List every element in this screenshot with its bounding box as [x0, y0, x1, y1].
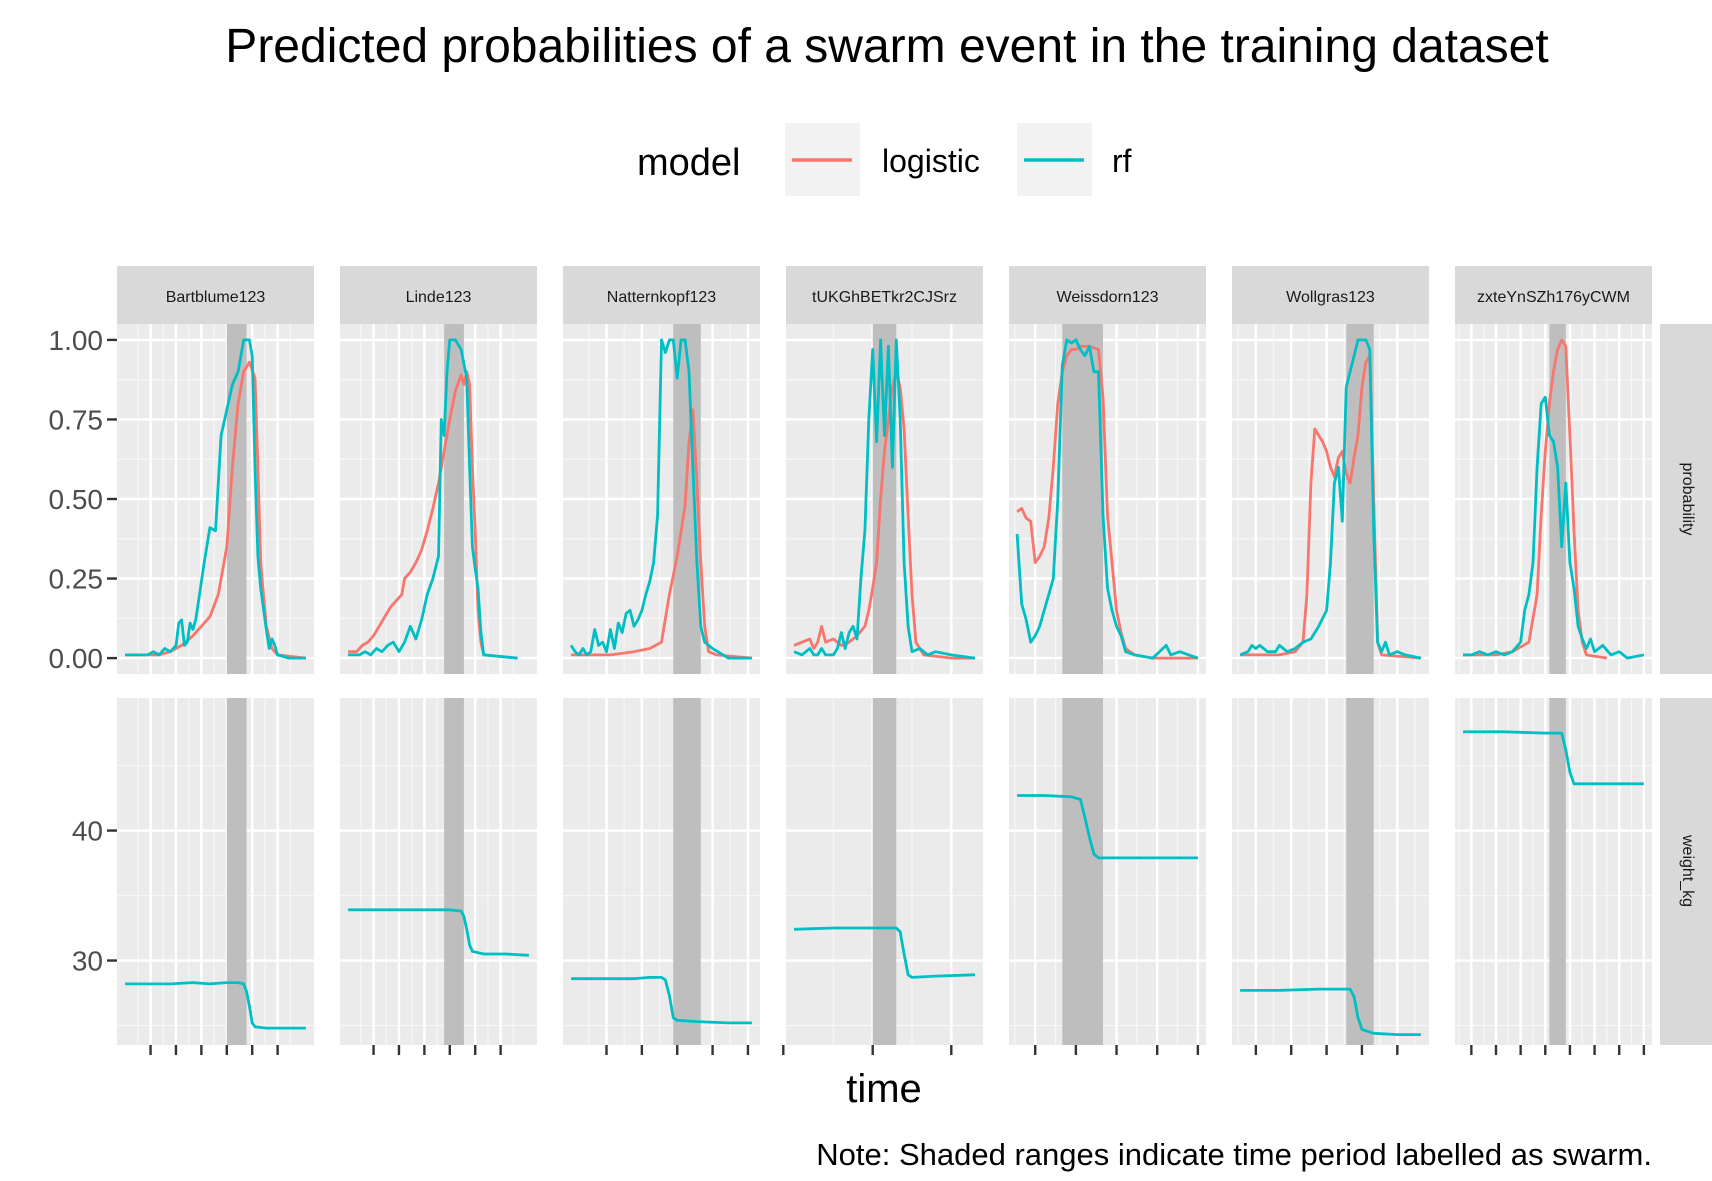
row-strip-weight: weight_kg — [1679, 834, 1696, 907]
series-rf-line — [569, 338, 752, 660]
series-weight-line — [1463, 730, 1644, 786]
swarm-shade — [872, 698, 897, 1045]
series-weight-line — [571, 976, 752, 1025]
swarm-shade — [673, 698, 701, 1045]
series-logistic-line — [793, 370, 975, 660]
y-tick-label: 0.50 — [49, 484, 104, 515]
legend-title: model — [637, 142, 741, 184]
swarm-shade — [1062, 324, 1103, 674]
swarm-shade — [444, 698, 464, 1045]
series-rf-line — [1463, 395, 1645, 660]
strip-bg — [117, 266, 314, 324]
swarm-shade — [673, 324, 701, 674]
panel-weissdorn123: Weissdorn123 — [1009, 266, 1206, 1055]
strip-label-wollgras123: Wollgras123 — [1286, 289, 1375, 306]
series-weight-line — [794, 926, 975, 979]
series-logistic-line — [348, 370, 518, 660]
series-rf-line — [1015, 338, 1199, 660]
y-tick-label: 0.00 — [49, 643, 104, 674]
swarm-shade — [872, 324, 897, 674]
row-strips: probability weight_kg — [1660, 324, 1712, 1045]
strip-bg — [340, 266, 537, 324]
panel-linde123: Linde123 — [340, 266, 537, 1055]
series-rf-line — [125, 338, 306, 660]
panel-natternkopf123: Natternkopf123 — [563, 266, 785, 1055]
panel-bartblume123: Bartblume123 — [117, 266, 314, 1055]
panels: Bartblume123 Linde123 Natternkopf123 tUKGhB… — [117, 266, 1652, 1055]
strip-bg — [1009, 266, 1206, 324]
caption: Note: Shaded ranges indicate time period… — [816, 1137, 1652, 1172]
swarm-shade — [226, 698, 247, 1045]
panel-wollgras123: Wollgras123 — [1232, 266, 1429, 1055]
y-axis-weight: 30 40 — [72, 816, 117, 977]
series-weight-line — [1240, 987, 1421, 1036]
series-weight-line — [1017, 794, 1198, 860]
row-strip-weight-bg — [1660, 698, 1712, 1045]
strip-label-natternkopf123: Natternkopf123 — [607, 289, 717, 306]
y-tick-label: 40 — [72, 816, 103, 847]
swarm-shade — [444, 324, 464, 674]
x-axis-label: time — [846, 1067, 922, 1111]
series-logistic-line — [571, 408, 753, 660]
series-rf-line — [348, 338, 518, 660]
strip-label-bartblume123: Bartblume123 — [166, 289, 266, 306]
row-strip-probability-bg — [1660, 324, 1712, 674]
panel-bg-weight_kg — [117, 698, 314, 1045]
strip-bg — [1232, 266, 1429, 324]
series-weight-line — [348, 908, 529, 957]
series-logistic-line — [1016, 344, 1198, 660]
panel-bg-weight_kg — [1009, 698, 1206, 1045]
legend-label-rf: rf — [1112, 143, 1132, 179]
panel-bg-weight_kg — [340, 698, 537, 1045]
panel-zxteynszh176ycwm: zxteYnSZh176yCWM — [1455, 266, 1652, 1055]
chart-title: Predicted probabilities of a swarm event… — [225, 20, 1548, 73]
series-logistic-line — [1463, 338, 1608, 660]
swarm-shade — [1549, 324, 1566, 674]
strip-label-tukghbetkr2cjsrz: tUKGhBETkr2CJSrz — [812, 289, 957, 306]
legend-label-logistic: logistic — [882, 143, 980, 179]
panel-bg-weight_kg — [563, 698, 760, 1045]
y-tick-label: 1.00 — [49, 325, 104, 356]
y-tick-label: 0.25 — [49, 564, 104, 595]
strip-bg — [563, 266, 760, 324]
swarm-shade — [226, 324, 247, 674]
y-axis-probability: 0.00 0.25 0.50 0.75 1.00 — [49, 325, 117, 674]
series-rf-line — [1239, 338, 1422, 660]
swarm-shade — [1549, 698, 1566, 1045]
legend: model logistic rf — [637, 123, 1132, 196]
y-tick-label: 30 — [72, 946, 103, 977]
strip-label-linde123: Linde123 — [406, 289, 472, 306]
swarm-shade — [1062, 698, 1103, 1045]
panel-tukghbetkr2cjsrz: tUKGhBETkr2CJSrz — [786, 266, 983, 1055]
y-tick-label: 0.75 — [49, 404, 104, 435]
strip-label-zxteynszh176ycwm: zxteYnSZh176yCWM — [1477, 289, 1630, 306]
row-strip-probability: probability — [1679, 463, 1696, 536]
series-rf-line — [793, 338, 976, 660]
swarm-shade — [1346, 698, 1374, 1045]
strip-bg — [1455, 266, 1652, 324]
strip-label-weissdorn123: Weissdorn123 — [1057, 289, 1159, 306]
series-weight-line — [125, 981, 306, 1030]
strip-bg — [786, 266, 983, 324]
panel-bg-weight_kg — [1232, 698, 1429, 1045]
